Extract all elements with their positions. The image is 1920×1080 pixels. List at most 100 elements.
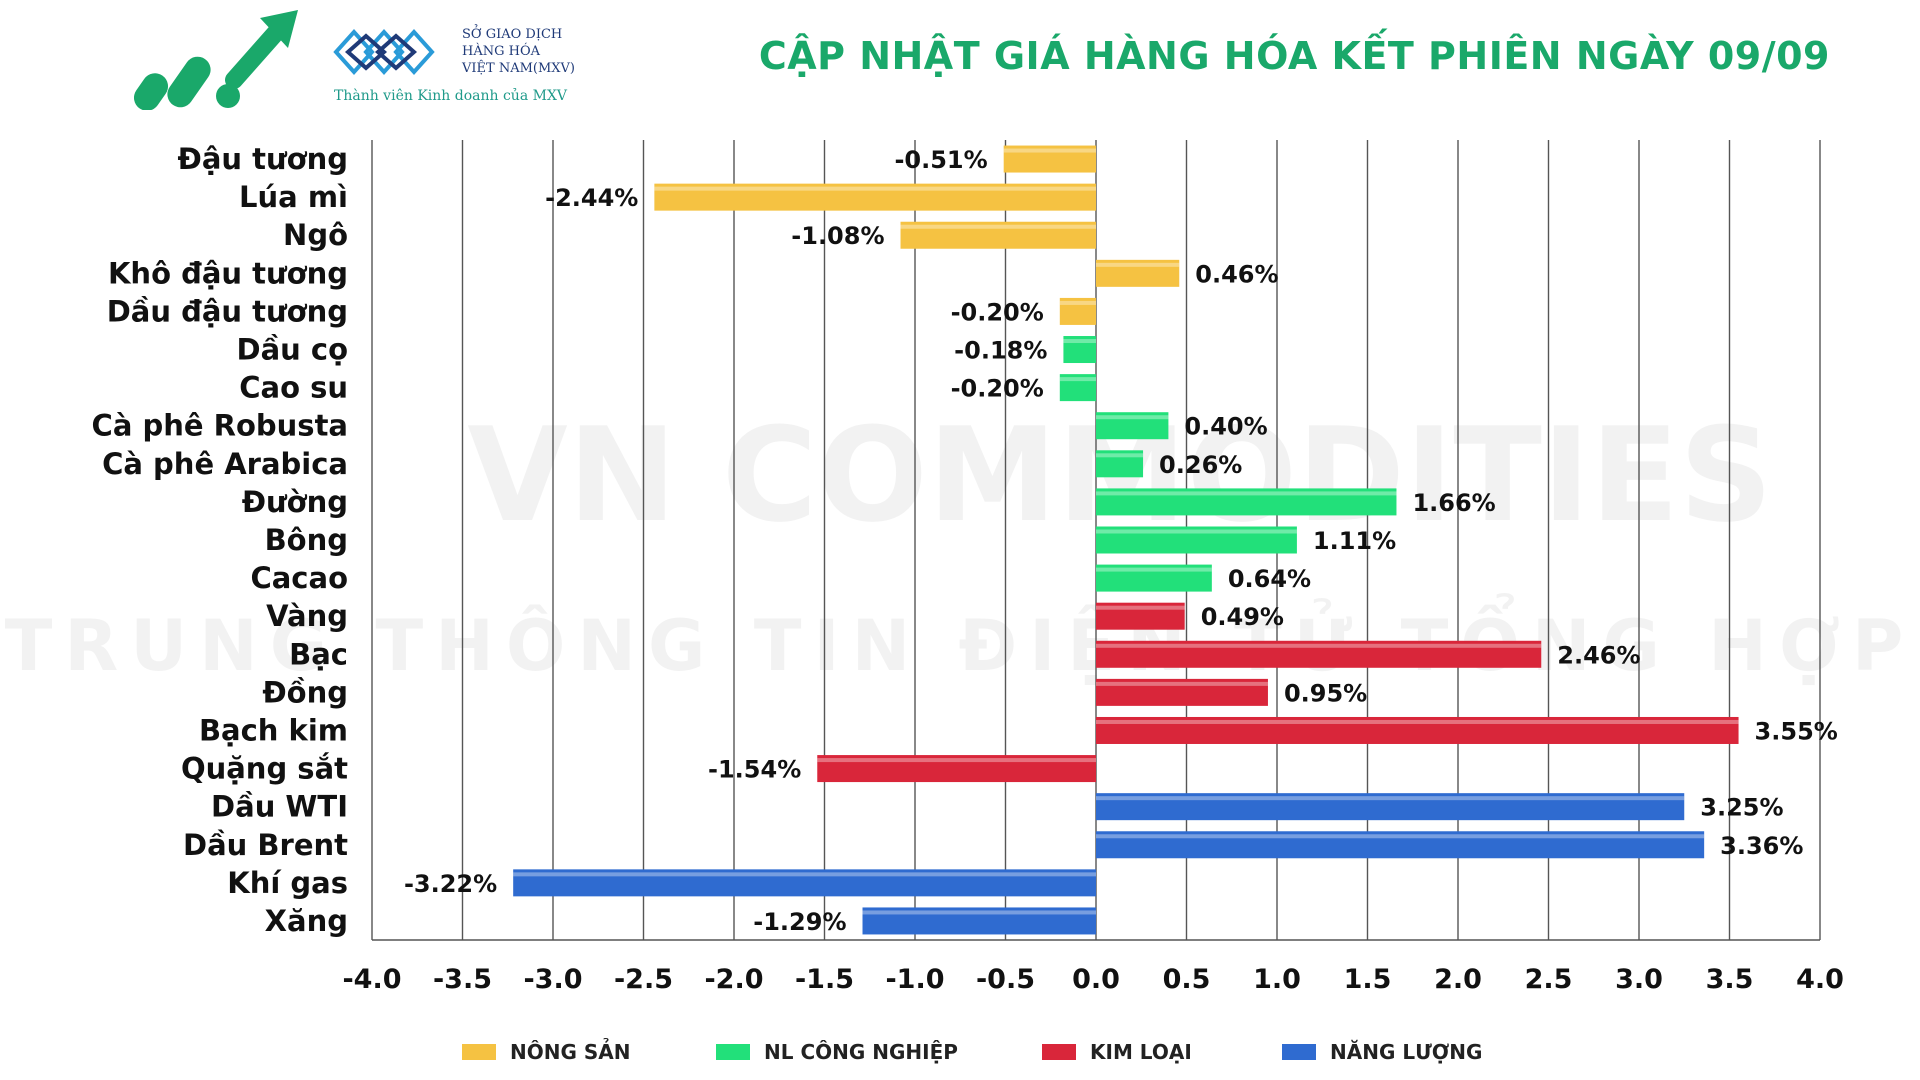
value-labels: -0.51% -2.44% -1.08% 0.46% -0.20% -0.18% -0.20… [404,146,1838,936]
category-label: Dầu Brent [183,828,348,862]
category-label: Bông [265,523,348,557]
legend-label: NL CÔNG NGHIỆP [764,1040,958,1064]
value-label: -1.54% [708,756,801,784]
value-label: -2.44% [545,184,638,212]
bar-highlight [862,910,1096,915]
x-tick-label: -2.0 [704,964,763,995]
bar-highlight [1096,834,1705,839]
company-logo-icon [133,10,298,110]
bar [1096,640,1542,668]
category-label: Cà phê Arabica [102,447,348,481]
bar [1096,793,1685,821]
bar-highlight [1096,605,1185,610]
watermark-line-2: TRUNG THÔNG TIN ĐIỆN TỬ TỔNG HỢP [5,594,1916,687]
x-axis-ticks: -4.0 -3.5 -3.0 -2.5 -2.0 -1.5 -1.0 -0.5 0.0 0.5 1.… [342,964,1843,995]
x-tick-label: -0.5 [976,964,1035,995]
bar [862,907,1096,935]
category-label: Dầu WTI [211,790,348,824]
x-tick-label: -2.5 [614,964,673,995]
bar-highlight [654,186,1096,191]
chart-bars [513,145,1739,935]
category-label: Bạc [289,637,348,671]
page-title: CẬP NHẬT GIÁ HÀNG HÓA KẾT PHIÊN NGÀY 09/… [758,34,1830,78]
category-label: Quặng sắt [181,752,348,786]
bar [1003,145,1096,173]
category-label: Đồng [262,675,348,709]
category-label: Dầu cọ [237,333,349,367]
legend-item-kim-loai: KIM LOẠI [1042,1040,1192,1064]
category-labels: Đậu tương Lúa mì Ngô Khô đậu tương Dầu đậu t… [92,142,349,938]
value-label: -1.08% [791,222,884,250]
bar-highlight [1059,300,1096,305]
value-label: -1.29% [753,908,846,936]
legend-label: NÔNG SẢN [510,1040,631,1064]
category-label: Cacao [250,561,348,595]
value-label: 0.64% [1228,565,1311,593]
x-tick-label: 1.5 [1344,964,1392,995]
bar-highlight [817,758,1096,763]
value-label: 3.25% [1700,794,1783,822]
bar [1096,259,1180,287]
bar-highlight [1096,719,1739,724]
bar-highlight [1096,643,1542,648]
x-tick-label: 3.0 [1615,964,1663,995]
legend-swatch [462,1044,496,1060]
bar [900,221,1096,249]
bar [1096,412,1169,440]
value-label: 3.36% [1720,832,1803,860]
bar-highlight [1096,415,1169,420]
x-tick-label: -4.0 [342,964,401,995]
bar-highlight [1096,491,1397,496]
value-label: 0.40% [1184,413,1267,441]
x-tick-label: 4.0 [1796,964,1844,995]
bar-highlight [900,224,1096,229]
bar [1096,716,1739,744]
value-label: 2.46% [1557,641,1640,669]
legend-item-nang-luong: NĂNG LƯỢNG [1282,1040,1482,1064]
bar-highlight [1096,453,1144,458]
bar-highlight [1096,567,1212,572]
bar-highlight [1096,262,1180,267]
value-label: 0.95% [1284,679,1367,707]
bar [1096,488,1397,516]
bar [513,869,1096,897]
x-tick-label: 3.5 [1706,964,1754,995]
bar [1063,336,1096,364]
value-label: 0.49% [1201,603,1284,631]
legend-swatch [1282,1044,1316,1060]
x-tick-label: 2.5 [1525,964,1573,995]
category-label: Khí gas [227,866,348,900]
x-tick-label: 0.0 [1072,964,1120,995]
bar-chart: VN COMMODITIES TRUNG THÔNG TIN ĐIỆN TỬ T… [5,140,1916,995]
category-label: Xăng [265,904,348,938]
value-label: 1.11% [1313,527,1396,555]
x-tick-label: -3.5 [433,964,492,995]
legend-label: KIM LOẠI [1090,1040,1192,1064]
x-tick-label: -1.0 [885,964,944,995]
mxv-logo-icon [333,29,435,75]
category-label: Dầu đậu tương [107,294,348,328]
legend-item-nl-cong-nghiep: NL CÔNG NGHIỆP [716,1040,958,1064]
header: SỞ GIAO DỊCH HÀNG HÓA VIỆT NAM(MXV) Thàn… [0,0,1920,130]
x-tick-label: -3.0 [523,964,582,995]
mxv-tagline: Thành viên Kinh doanh của MXV [334,88,568,104]
bar [1096,450,1144,478]
category-label: Bạch kim [199,713,348,747]
legend-label: NĂNG LƯỢNG [1330,1040,1483,1064]
bar [1096,526,1297,554]
value-label: -0.20% [951,298,1044,326]
legend-item-nong-san: NÔNG SẢN [462,1040,630,1064]
bar-highlight [1096,796,1685,801]
value-label: -0.18% [954,337,1047,365]
value-label: -3.22% [404,870,497,898]
bar-highlight [1063,339,1096,344]
value-label: -0.20% [951,375,1044,403]
category-label: Ngô [283,218,348,252]
bar [654,183,1096,211]
category-label: Đường [242,485,348,519]
mxv-name: SỞ GIAO DỊCH HÀNG HÓA VIỆT NAM(MXV) [462,27,575,76]
bar [1096,602,1185,630]
bar [1096,831,1705,859]
bar [1059,374,1096,402]
bar-highlight [1059,377,1096,382]
